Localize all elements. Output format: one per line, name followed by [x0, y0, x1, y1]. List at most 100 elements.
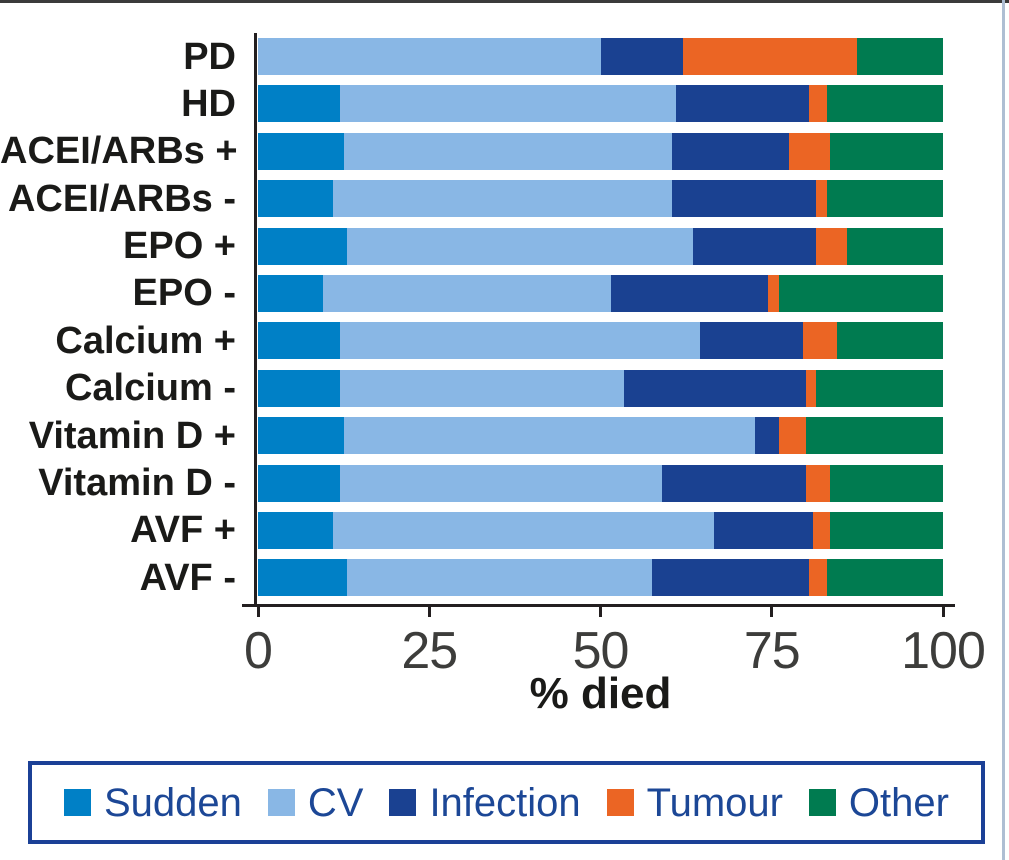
bar-segment-tumour [812, 511, 830, 549]
bar-segment-other [829, 464, 943, 502]
y-axis-line [254, 33, 257, 607]
category-label: Calcium - [64, 367, 236, 410]
bar-segment-tumour [802, 322, 837, 360]
tick-mark [941, 607, 945, 617]
bar-segment-other [826, 85, 943, 123]
x-axis-ticks: 0 25 50 75 100 [244, 604, 986, 704]
top-edge-rule [0, 0, 1009, 3]
tick-mark [256, 607, 260, 617]
bar-row: Vitamin D - [0, 462, 943, 505]
bar-segment-tumour [682, 38, 858, 75]
bar-track [258, 85, 943, 123]
legend-label-sudden: Sudden [104, 780, 242, 825]
tick-label: 50 [572, 622, 630, 680]
legend-swatch-tumour [606, 789, 634, 816]
bar-segment-cv [323, 274, 611, 312]
bar-segment-sudden [258, 464, 341, 502]
legend-swatch-sudden [64, 789, 91, 816]
legend-swatch-infection [389, 789, 417, 816]
bar-segment-sudden [258, 85, 341, 123]
bar-segment-sudden [258, 132, 344, 170]
bar-row: ACEI/ARBs + [0, 130, 943, 173]
bar-segment-sudden [258, 322, 341, 360]
bar-row: AVF + [0, 509, 943, 552]
bar-segment-infection [675, 85, 810, 123]
tick-label: 25 [401, 622, 458, 680]
bar-segment-tumour [809, 559, 827, 597]
tick-label: 0 [244, 622, 273, 680]
bar-segment-infection [713, 511, 813, 549]
category-label: ACEI/ARBs - [7, 177, 236, 220]
bar-segment-infection [754, 417, 779, 455]
bar-segment-other [778, 274, 943, 312]
bar-track [258, 322, 943, 360]
bar-segment-sudden [258, 180, 334, 218]
bar-segment-cv [258, 38, 601, 75]
bar-segment-tumour [788, 132, 830, 170]
bar-row: ACEI/ARBs - [0, 177, 943, 220]
bar-segment-other [829, 132, 943, 170]
legend-item-tumour: Tumour [606, 783, 783, 823]
bar-segment-other [805, 417, 943, 455]
legend-item-sudden: Sudden [64, 783, 242, 823]
bar-track [258, 369, 943, 407]
bar-segment-cv [333, 180, 673, 218]
bar-row: EPO + [0, 225, 943, 268]
category-label: EPO - [132, 272, 236, 315]
bar-segment-cv [340, 464, 663, 502]
bar-segment-other [829, 511, 943, 549]
category-label: HD [181, 82, 236, 125]
bar-track [258, 417, 943, 455]
legend-swatch-cv [267, 789, 295, 816]
bar-track [258, 274, 943, 312]
bar-segment-infection [600, 38, 683, 75]
bar-segment-cv [343, 132, 673, 170]
bar-segment-other [826, 559, 943, 597]
bar-row: EPO - [0, 272, 943, 315]
bar-segment-other [857, 38, 943, 75]
bar-segment-sudden [258, 369, 341, 407]
category-label: ACEI/ARBs + [0, 130, 238, 173]
bar-row: Calcium + [0, 319, 943, 362]
legend-label-cv: CV [307, 780, 364, 825]
category-label: EPO + [123, 225, 236, 268]
x-axis-title: % died [529, 669, 672, 718]
bar-track [258, 559, 943, 597]
bar-track [258, 511, 943, 549]
tick-mark [599, 607, 602, 617]
legend-item-cv: CV [267, 780, 364, 825]
bar-segment-infection [699, 322, 803, 360]
category-label: Vitamin D + [28, 414, 236, 457]
bar-segment-other [826, 180, 943, 218]
category-label: Vitamin D - [38, 462, 236, 505]
bar-segment-tumour [809, 85, 827, 123]
bar-segment-cv [347, 559, 652, 597]
x-axis-line [242, 604, 955, 607]
category-label: AVF + [130, 509, 236, 552]
tick-label: 100 [901, 622, 986, 680]
bar-segment-cv [340, 85, 676, 123]
bar-row: AVF - [0, 556, 943, 599]
bar-segment-other [847, 227, 943, 265]
legend-item-infection: Infection [389, 783, 581, 823]
bar-row: Calcium - [0, 367, 943, 410]
bar-segment-cv [340, 322, 700, 360]
tick-label: 75 [743, 622, 801, 680]
bar-segment-cv [343, 417, 755, 455]
bar-segment-infection [624, 369, 806, 407]
bar-segment-sudden [258, 559, 348, 597]
bar-segment-tumour [778, 417, 806, 455]
bar-segment-tumour [805, 369, 817, 407]
legend-label-other: Other [848, 780, 949, 825]
bar-segment-cv [347, 227, 693, 265]
bar-row: HD [0, 82, 943, 125]
bar-track [258, 464, 943, 502]
category-label: Calcium + [55, 319, 236, 362]
right-edge-rule [1002, 0, 1005, 860]
bar-segment-cv [340, 369, 625, 407]
bar-track [258, 38, 943, 75]
category-label: AVF - [139, 556, 236, 599]
bar-segment-tumour [768, 274, 779, 312]
tick-mark [427, 607, 431, 617]
